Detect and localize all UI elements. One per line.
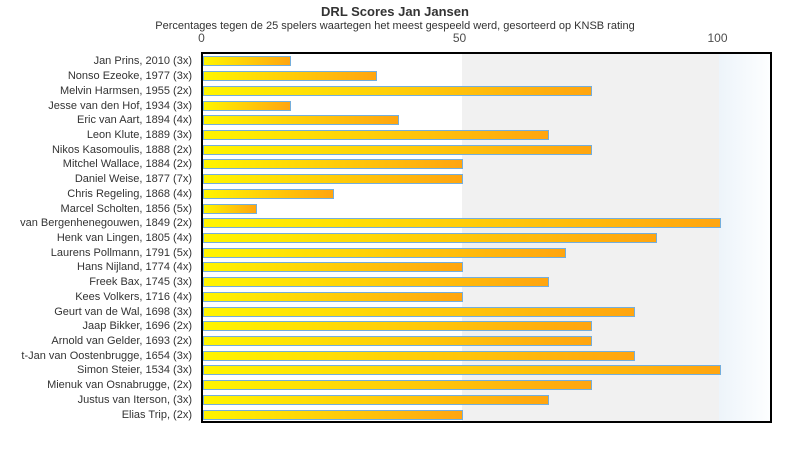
score-bar xyxy=(203,365,721,376)
chart-row: Leon Klute, 1889 (3x) xyxy=(0,128,790,143)
score-bar xyxy=(203,380,592,391)
score-bar xyxy=(203,394,550,405)
score-bar xyxy=(203,174,463,185)
score-bar xyxy=(203,85,592,96)
category-label: Nikos Kasomoulis, 1888 (2x) xyxy=(51,143,192,156)
category-label: Simon Steier, 1534 (3x) xyxy=(77,364,192,377)
category-label: Daniel Weise, 1877 (7x) xyxy=(74,173,192,186)
chart-title: DRL Scores Jan Jansen xyxy=(321,4,469,19)
chart-row: Jan Prins, 2010 (3x) xyxy=(0,54,790,69)
category-label: Elias Trip, (2x) xyxy=(121,408,192,421)
chart-row: Jaap Bikker, 1696 (2x) xyxy=(0,319,790,334)
chart-subtitle: Percentages tegen de 25 spelers waartege… xyxy=(155,20,635,32)
category-label: Geurt van de Wal, 1698 (3x) xyxy=(54,305,192,318)
x-axis-tick-label: 50 xyxy=(452,31,467,45)
category-label: Chris Regeling, 1868 (4x) xyxy=(67,187,192,200)
category-label: Marcel Scholten, 1856 (5x) xyxy=(60,202,192,215)
score-bar xyxy=(203,144,592,155)
chart-row: van Bergenhenegouwen, 1849 (2x) xyxy=(0,216,790,231)
category-label: Melvin Harmsen, 1955 (2x) xyxy=(59,84,192,97)
score-bar xyxy=(203,129,550,140)
chart-row: Mienuk van Osnabrugge, (2x) xyxy=(0,378,790,393)
score-bar xyxy=(203,247,567,258)
score-bar xyxy=(203,291,463,302)
chart-row: t-Jan van Oostenbrugge, 1654 (3x) xyxy=(0,348,790,363)
chart-row: Mitchel Wallace, 1884 (2x) xyxy=(0,157,790,172)
category-label: Leon Klute, 1889 (3x) xyxy=(86,128,192,141)
chart-row: Henk van Lingen, 1805 (4x) xyxy=(0,231,790,246)
chart-row: Hans Nijland, 1774 (4x) xyxy=(0,260,790,275)
category-label: van Bergenhenegouwen, 1849 (2x) xyxy=(20,217,192,230)
category-label: Laurens Pollmann, 1791 (5x) xyxy=(50,246,192,259)
score-bar xyxy=(203,232,657,243)
score-bar xyxy=(203,306,635,317)
category-label: Arnold van Gelder, 1693 (2x) xyxy=(51,335,192,348)
category-label: Kees Volkers, 1716 (4x) xyxy=(75,290,192,303)
x-axis-tick-label: 0 xyxy=(198,31,205,45)
chart-row: Simon Steier, 1534 (3x) xyxy=(0,363,790,378)
chart-row: Kees Volkers, 1716 (4x) xyxy=(0,290,790,305)
x-axis-tick-label: 100 xyxy=(707,31,728,45)
score-bar xyxy=(203,100,292,111)
category-label: Nonso Ezeoke, 1977 (3x) xyxy=(67,70,192,83)
category-label: Jesse van den Hof, 1934 (3x) xyxy=(48,99,192,112)
chart-row: Eric van Aart, 1894 (4x) xyxy=(0,113,790,128)
score-bar xyxy=(203,336,592,347)
chart-row: Geurt van de Wal, 1698 (3x) xyxy=(0,304,790,319)
chart-row: Chris Regeling, 1868 (4x) xyxy=(0,186,790,201)
chart-row: Nonso Ezeoke, 1977 (3x) xyxy=(0,69,790,84)
category-label: Henk van Lingen, 1805 (4x) xyxy=(56,231,192,244)
bars-container: Jan Prins, 2010 (3x) Nonso Ezeoke, 1977 (… xyxy=(0,54,790,422)
score-bar xyxy=(203,350,635,361)
score-bar xyxy=(203,188,334,199)
category-label: Mitchel Wallace, 1884 (2x) xyxy=(62,158,192,171)
chart-row: Nikos Kasomoulis, 1888 (2x) xyxy=(0,142,790,157)
score-bar xyxy=(203,115,399,126)
chart-row: Justus van Iterson, (3x) xyxy=(0,393,790,408)
score-bar xyxy=(203,262,463,273)
chart-row: Marcel Scholten, 1856 (5x) xyxy=(0,201,790,216)
score-bar xyxy=(203,321,592,332)
category-label: Jan Prins, 2010 (3x) xyxy=(93,55,192,68)
chart-row: Daniel Weise, 1877 (7x) xyxy=(0,172,790,187)
category-label: Freek Bax, 1745 (3x) xyxy=(89,276,192,289)
category-label: Mienuk van Osnabrugge, (2x) xyxy=(47,379,192,392)
category-label: Hans Nijland, 1774 (4x) xyxy=(77,261,192,274)
chart-row: Laurens Pollmann, 1791 (5x) xyxy=(0,245,790,260)
score-bar xyxy=(203,159,463,170)
chart-row: Arnold van Gelder, 1693 (2x) xyxy=(0,334,790,349)
score-bar xyxy=(203,277,550,288)
category-label: Justus van Iterson, (3x) xyxy=(77,393,192,406)
chart-row: Melvin Harmsen, 1955 (2x) xyxy=(0,83,790,98)
score-bar xyxy=(203,218,721,229)
category-label: t-Jan van Oostenbrugge, 1654 (3x) xyxy=(21,349,192,362)
chart-row: Freek Bax, 1745 (3x) xyxy=(0,275,790,290)
category-label: Jaap Bikker, 1696 (2x) xyxy=(82,320,192,333)
score-bar xyxy=(203,203,257,214)
score-bar xyxy=(203,409,463,420)
score-bar xyxy=(203,71,377,82)
chart-row: Jesse van den Hof, 1934 (3x) xyxy=(0,98,790,113)
chart-row: Elias Trip, (2x) xyxy=(0,407,790,422)
score-bar xyxy=(203,56,292,67)
category-label: Eric van Aart, 1894 (4x) xyxy=(77,114,192,127)
